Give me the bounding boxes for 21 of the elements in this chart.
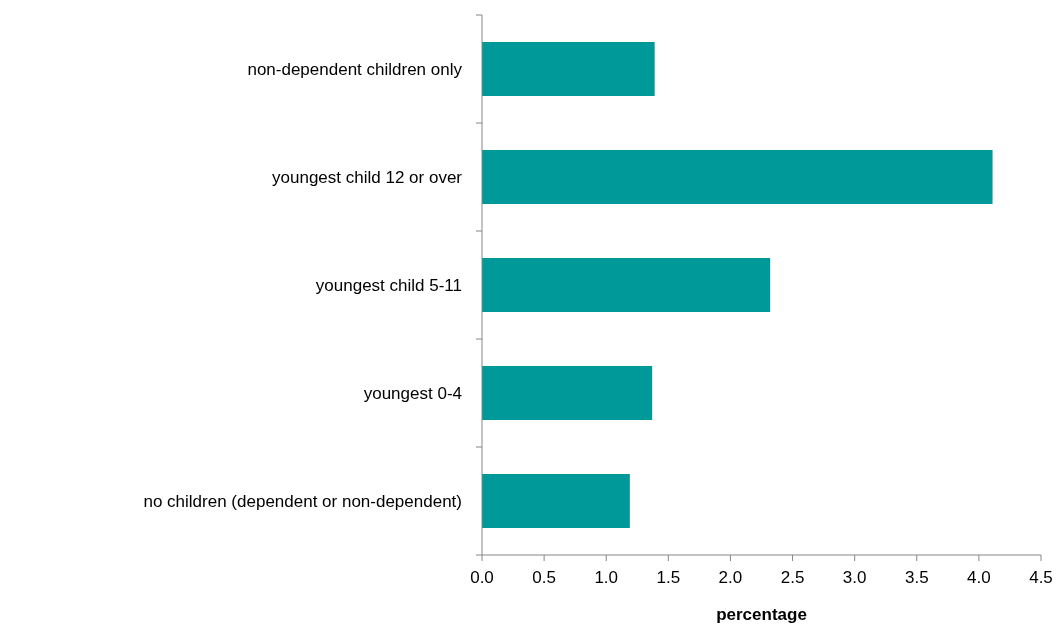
y-tick-label: youngest 0-4 <box>363 383 462 403</box>
y-tick-label: youngest child 12 or over <box>272 167 463 187</box>
x-tick-label: 0.0 <box>470 568 494 587</box>
y-tick-label: non-dependent children only <box>247 59 463 79</box>
bar <box>482 258 771 312</box>
x-axis-title: percentage <box>716 605 807 624</box>
y-tick-label: youngest child 5-11 <box>315 275 462 295</box>
bar <box>482 42 655 96</box>
x-tick-label: 4.0 <box>967 568 991 587</box>
y-tick-label: no children (dependent or non-dependent) <box>143 491 462 511</box>
x-tick-label: 3.5 <box>904 568 929 587</box>
x-tick-label: 0.5 <box>532 568 556 587</box>
x-tick-label: 2.5 <box>780 568 805 587</box>
x-tick-label: 4.5 <box>1029 568 1053 587</box>
x-tick-label: 1.5 <box>656 568 681 587</box>
x-tick-label: 3.0 <box>842 568 867 587</box>
bar <box>482 150 993 204</box>
x-tick-label: 2.0 <box>718 568 743 587</box>
x-tick-label: 1.0 <box>594 568 619 587</box>
bar <box>482 474 630 528</box>
bar <box>482 366 653 420</box>
